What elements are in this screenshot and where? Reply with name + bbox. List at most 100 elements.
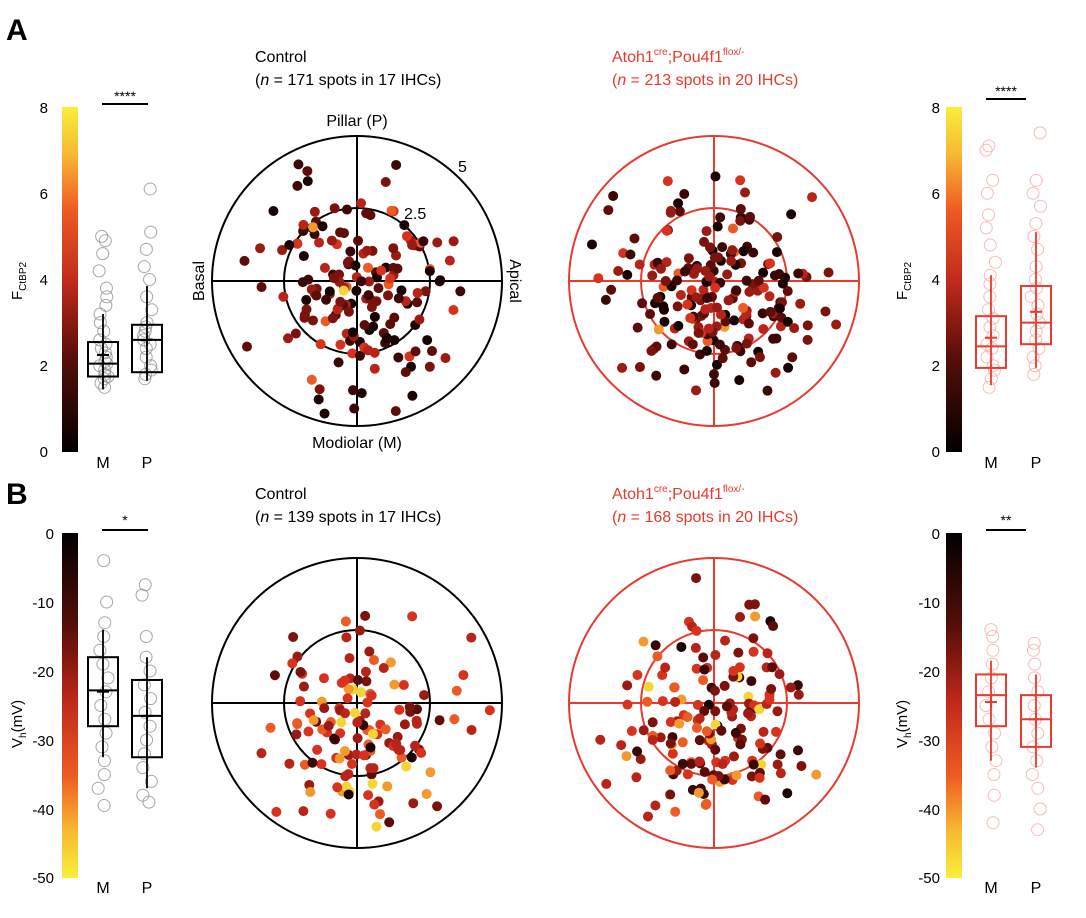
spot — [408, 798, 419, 809]
spot — [757, 308, 768, 319]
spot — [342, 693, 353, 704]
spot — [319, 262, 330, 273]
spot — [398, 680, 409, 691]
spot — [672, 301, 683, 312]
spot — [352, 674, 363, 685]
spot — [728, 666, 739, 677]
spot — [682, 712, 693, 723]
spot — [269, 670, 280, 681]
spot — [601, 778, 612, 789]
spot — [369, 347, 380, 358]
spot — [760, 794, 771, 805]
data-point — [986, 630, 1000, 643]
spot — [353, 235, 364, 246]
spot — [338, 285, 349, 296]
spot — [631, 772, 642, 783]
spot — [647, 734, 658, 745]
spot — [738, 246, 749, 257]
spot — [634, 362, 645, 373]
spot — [741, 338, 752, 349]
spot — [789, 323, 800, 334]
a-control-n: (n = 171 spots in 17 IHCs) — [255, 72, 441, 89]
spot — [380, 177, 391, 188]
spot — [683, 253, 694, 264]
tick-label: 8 — [932, 100, 940, 117]
spot — [319, 408, 330, 419]
spot — [643, 811, 654, 822]
spot — [347, 348, 358, 359]
spot — [364, 276, 375, 287]
spot — [616, 740, 627, 751]
spot — [288, 632, 299, 643]
data-point — [93, 643, 107, 657]
spot — [796, 761, 807, 772]
spot — [364, 646, 375, 657]
spot — [823, 267, 834, 278]
spot — [642, 696, 653, 707]
spot — [299, 759, 310, 770]
spot — [407, 240, 418, 251]
spot — [782, 286, 793, 297]
spot — [673, 320, 684, 331]
data-point — [144, 225, 158, 239]
spot — [340, 708, 351, 719]
spot — [365, 742, 376, 753]
spot — [389, 335, 400, 346]
spot — [434, 715, 445, 726]
data-point — [1026, 186, 1040, 200]
spot — [748, 633, 759, 644]
spot — [603, 205, 614, 216]
spot — [802, 334, 813, 345]
spot — [323, 720, 334, 731]
spot — [765, 306, 776, 317]
data-point — [985, 740, 999, 754]
spot — [455, 286, 466, 297]
spot — [744, 286, 755, 297]
spot — [693, 787, 704, 798]
spot — [647, 270, 658, 281]
spot — [691, 625, 702, 636]
spot — [311, 290, 322, 301]
spot — [744, 599, 755, 610]
spot — [363, 290, 374, 301]
tick-label: 0 — [932, 526, 940, 543]
spot — [710, 171, 721, 182]
data-point — [1029, 173, 1043, 187]
spot — [315, 339, 326, 350]
spot — [700, 799, 711, 810]
spot — [691, 663, 702, 674]
spot — [271, 806, 282, 817]
spot — [400, 367, 411, 378]
spot — [674, 206, 685, 217]
spot — [299, 312, 310, 323]
spot — [325, 808, 336, 819]
data-point — [93, 333, 107, 347]
data-point — [979, 221, 993, 235]
ring-label-inner: 2.5 — [404, 206, 426, 223]
spot — [643, 681, 654, 692]
spot — [650, 800, 661, 811]
spot — [738, 302, 749, 313]
spot — [383, 290, 394, 301]
cat-label-p: P — [1031, 880, 1042, 897]
data-point — [979, 143, 993, 157]
spot — [635, 754, 646, 765]
data-point — [98, 346, 112, 360]
spot — [290, 328, 301, 339]
spot — [688, 268, 699, 279]
spot — [256, 282, 267, 293]
spot — [307, 757, 318, 768]
spot — [586, 239, 597, 250]
spot — [686, 758, 697, 769]
data-point — [94, 699, 108, 712]
spot — [667, 748, 678, 759]
spot — [682, 769, 693, 780]
spot — [787, 352, 798, 363]
spot — [593, 273, 604, 284]
spot — [727, 223, 738, 234]
spot — [701, 226, 712, 237]
spot — [404, 701, 415, 712]
spot — [424, 266, 435, 277]
spot — [677, 758, 688, 769]
data-point — [982, 208, 996, 222]
